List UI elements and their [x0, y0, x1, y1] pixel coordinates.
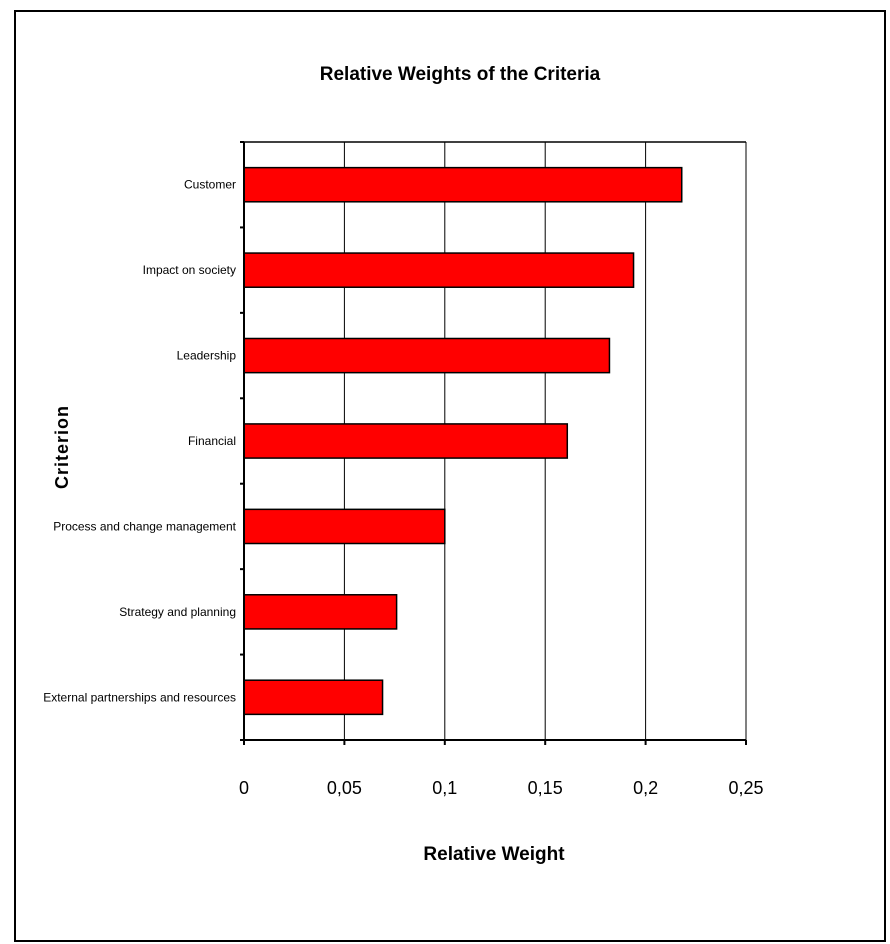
category-label: Leadership — [177, 349, 237, 363]
plot-area: Customer Impact on society Leadership Finan… — [43, 141, 764, 798]
bar — [243, 423, 569, 459]
bar — [243, 337, 611, 374]
chart-frame: Relative Weights of the Criteria Custome… — [14, 10, 886, 942]
category-label: Strategy and planning — [119, 605, 236, 619]
bar — [243, 594, 398, 630]
x-tick-label: 0,15 — [528, 778, 563, 798]
category-label: Process and change management — [53, 519, 236, 533]
chart-title: Relative Weights of the Criteria — [320, 64, 601, 85]
x-tick-label: 0,2 — [633, 778, 658, 798]
category-label: External partnerships and resources — [43, 690, 236, 704]
category-label: Customer — [184, 178, 236, 192]
x-axis-title: Relative Weight — [423, 844, 565, 865]
x-tick-label: 0,25 — [728, 778, 763, 798]
bar — [243, 252, 635, 288]
x-tick-label: 0 — [239, 778, 249, 798]
category-label: Financial — [188, 434, 236, 448]
x-tick-label: 0,05 — [327, 778, 362, 798]
category-label: Impact on society — [143, 263, 236, 277]
bar-chart: Relative Weights of the Criteria Custome… — [43, 64, 764, 865]
bar — [243, 679, 384, 716]
y-axis-title: Criterion — [52, 405, 72, 489]
bar — [243, 508, 446, 545]
bar — [243, 166, 683, 203]
x-tick-label: 0,1 — [432, 778, 457, 798]
